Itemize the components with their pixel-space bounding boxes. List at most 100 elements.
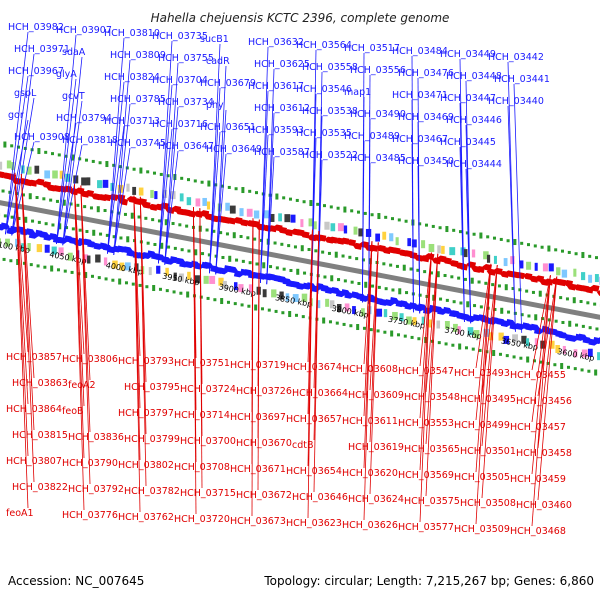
plus-leader-line	[5, 31, 29, 235]
scale-dot	[282, 196, 286, 200]
scale-dot	[470, 277, 474, 284]
minus-strand-gene-label: HCH_03790	[62, 458, 118, 469]
scale-dot	[437, 341, 441, 345]
scale-dot	[273, 241, 277, 245]
gene-category-box	[483, 251, 489, 260]
minus-strand-gene-label: HCH_03620	[342, 468, 398, 479]
plus-leader-line	[507, 105, 516, 332]
scale-dot	[356, 210, 360, 214]
scale-dot	[76, 203, 80, 207]
scale-dot	[424, 223, 428, 227]
plus-leader-line	[107, 81, 125, 254]
scale-dot	[457, 276, 461, 280]
scale-dot	[504, 284, 508, 291]
scale-dot	[287, 244, 291, 248]
scale-dot	[151, 218, 155, 222]
gene-category-box	[597, 352, 600, 361]
kbp-tick-label: 3750 kbp	[387, 315, 426, 331]
scale-dot	[179, 291, 183, 295]
minus-strand-gene-label: HCH_03505	[454, 472, 510, 483]
scale-dot	[165, 289, 169, 293]
gene-category-box	[292, 294, 299, 303]
gene-category-box	[290, 214, 296, 223]
scale-dot	[572, 297, 576, 304]
minus-leader-line	[531, 275, 551, 475]
minus-strand-labels: HCH_03857HCH_03863HCH_03864HCH_03815HCH_…	[6, 352, 572, 537]
minus-leader-line	[14, 172, 29, 509]
kbp-tick-label: 3850 kbp	[274, 293, 313, 309]
scale-dot	[158, 287, 162, 291]
minus-leader-line	[419, 252, 432, 419]
minus-strand-gene-label: HCH_03674	[286, 362, 342, 373]
minus-strand-gene-label: HCH_03715	[180, 488, 236, 499]
gene-category-box	[392, 311, 398, 320]
minus-gene-arrow	[424, 253, 435, 261]
minus-strand-gene-label: HCH_03459	[510, 474, 566, 485]
scale-dot	[157, 219, 161, 223]
scale-dot	[439, 297, 443, 301]
plus-strand-gene-label: HCH_03442	[488, 52, 544, 63]
scale-dot	[594, 256, 598, 260]
gene-category-box	[421, 316, 425, 325]
minus-strand-gene-label: HCH_03782	[124, 486, 180, 497]
scale-dot	[303, 271, 307, 275]
gene-category-box	[218, 277, 224, 286]
gene-category-box	[548, 340, 555, 349]
scale-dot	[499, 237, 503, 241]
scale-dot	[146, 170, 150, 174]
scale-dot	[275, 193, 279, 200]
gene-category-box	[222, 280, 227, 289]
scale-dot	[329, 205, 333, 209]
gene-category-box	[285, 293, 290, 302]
gene-category-box	[428, 319, 433, 328]
scale-dot	[105, 233, 109, 237]
scale-dot	[334, 251, 338, 258]
minus-gene-arrow	[352, 242, 363, 250]
scale-dot	[513, 239, 517, 246]
minus-strand-gene-label: HCH_03455	[510, 370, 566, 381]
scale-dot	[575, 323, 579, 327]
scale-dot	[526, 243, 530, 247]
minus-strand-gene-label: HCH_03575	[404, 496, 460, 507]
scale-dot	[294, 313, 298, 317]
scale-dot	[296, 268, 300, 275]
gene-category-box	[44, 170, 51, 179]
plus-leader-line	[164, 106, 179, 265]
gene-category-box	[203, 275, 209, 284]
gene-category-box	[493, 255, 497, 264]
plus-leader-line	[266, 112, 275, 285]
plus-leader-line	[158, 128, 173, 264]
minus-gene-arrow	[596, 289, 600, 297]
scale-dot	[343, 279, 347, 283]
scale-dot	[371, 284, 375, 288]
plus-strand-gene-label: HCH_03824	[104, 72, 160, 83]
minus-strand-gene-label: HCH_03762	[118, 512, 174, 523]
scale-dot	[459, 301, 463, 305]
scale-dot	[282, 267, 286, 271]
scale-dot	[500, 307, 504, 314]
minus-gene-arrow	[91, 193, 101, 201]
plus-leader-line	[56, 122, 77, 245]
gene-category-box	[534, 338, 539, 347]
minus-leader-line	[481, 265, 498, 499]
scale-dot	[201, 252, 205, 256]
gene-category-box	[463, 249, 468, 258]
minus-strand-gene-label: HCH_03619	[348, 442, 404, 453]
plus-strand-gene-label: HCH_03745	[110, 138, 166, 149]
scale-dot	[532, 359, 536, 363]
scale-dot	[103, 209, 107, 213]
plus-strand-gene-label: HCH_03467	[392, 134, 448, 145]
plus-strand-gene-label: cadR	[206, 56, 230, 67]
scale-dot	[111, 278, 115, 282]
plus-strand-gene-label: HCH_03794	[56, 113, 112, 124]
scale-dot	[418, 293, 422, 297]
minus-strand-gene-label: HCH_03776	[62, 510, 118, 521]
scale-dot	[219, 231, 223, 235]
scale-dot	[178, 223, 182, 227]
gene-category-box	[336, 303, 342, 312]
plus-strand-gene-label: HCH_03809	[110, 50, 166, 61]
plus-gene-arrow	[534, 327, 544, 335]
minus-strand-gene-label: HCH_03624	[348, 494, 404, 505]
gene-category-box	[103, 257, 108, 266]
scale-dot	[472, 232, 476, 236]
